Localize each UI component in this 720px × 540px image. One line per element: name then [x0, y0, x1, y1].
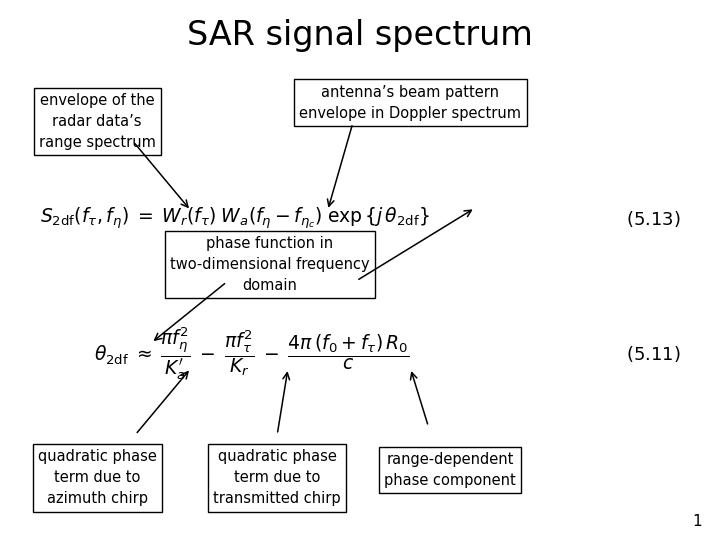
Text: envelope of the
radar data’s
range spectrum: envelope of the radar data’s range spect… — [39, 93, 156, 150]
Text: $(5.13)$: $(5.13)$ — [626, 208, 680, 229]
Text: antenna’s beam pattern
envelope in Doppler spectrum: antenna’s beam pattern envelope in Doppl… — [300, 85, 521, 120]
Text: $\theta_{2\mathrm{df}} \;\approx\; \dfrac{\pi f_\eta^2}{K_a^{\prime}} \;-\; \dfr: $\theta_{2\mathrm{df}} \;\approx\; \dfra… — [94, 326, 409, 382]
Text: $S_{2\mathrm{df}}(f_\tau, f_\eta) \; = \; W_r(f_\tau)\; W_a(f_\eta - f_{\eta_c}): $S_{2\mathrm{df}}(f_\tau, f_\eta) \; = \… — [40, 206, 429, 232]
Text: 1: 1 — [693, 514, 702, 529]
Text: quadratic phase
term due to
transmitted chirp: quadratic phase term due to transmitted … — [213, 449, 341, 507]
Text: range-dependent
phase component: range-dependent phase component — [384, 452, 516, 488]
Text: quadratic phase
term due to
azimuth chirp: quadratic phase term due to azimuth chir… — [37, 449, 157, 507]
Text: $(5.11)$: $(5.11)$ — [626, 343, 680, 364]
Text: SAR signal spectrum: SAR signal spectrum — [187, 19, 533, 52]
Text: phase function in
two-dimensional frequency
domain: phase function in two-dimensional freque… — [170, 236, 370, 293]
